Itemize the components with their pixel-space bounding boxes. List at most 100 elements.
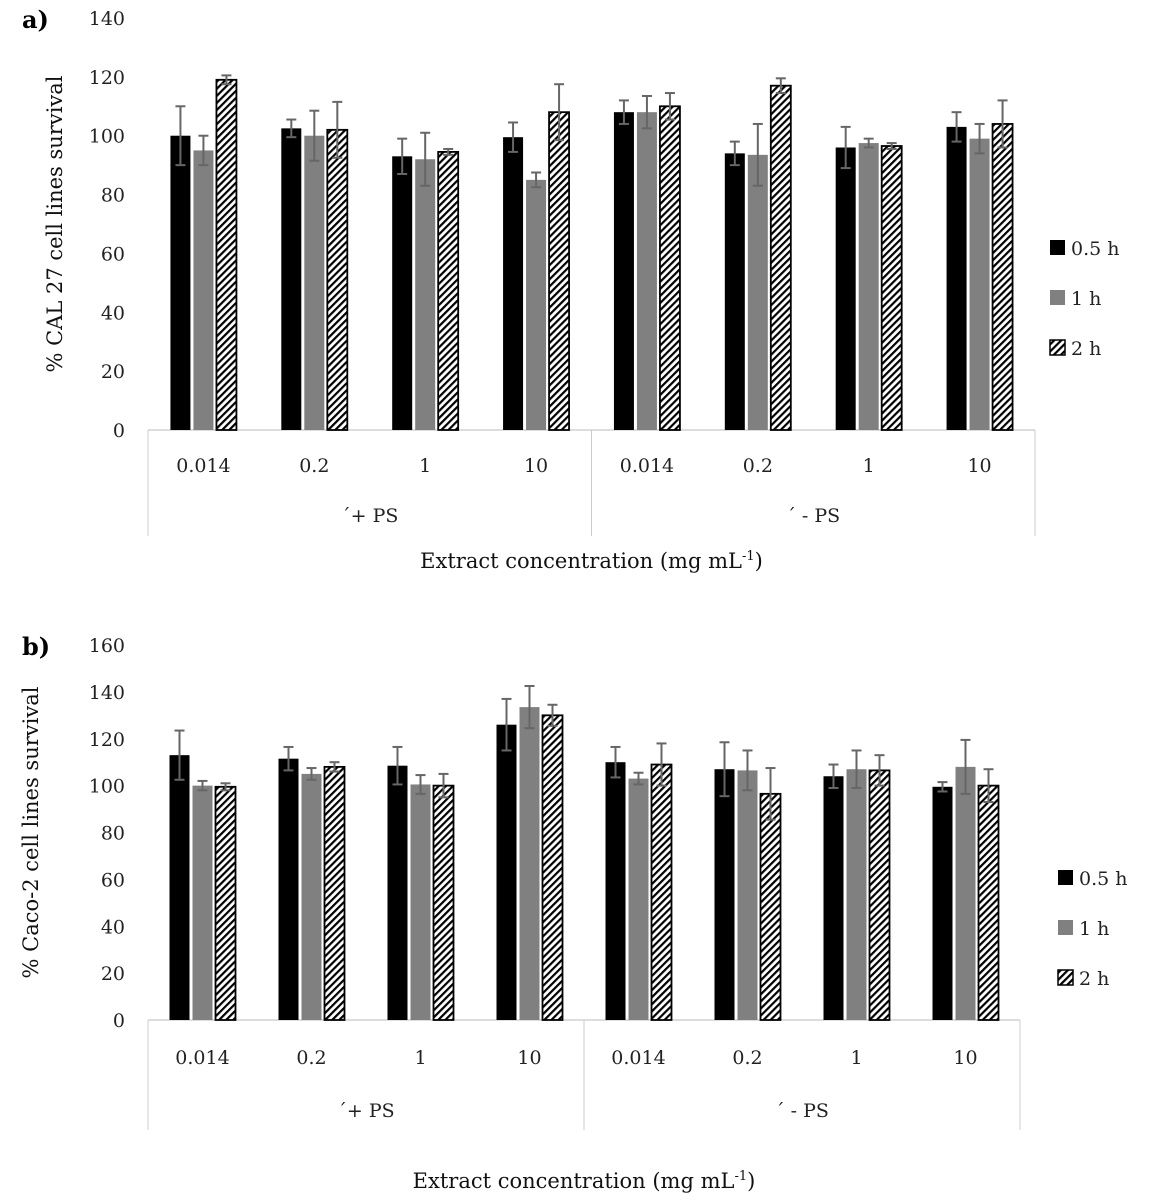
bar-1h-0 [192, 785, 213, 1020]
bar-05h-2 [392, 156, 413, 431]
legend-swatch [1058, 920, 1073, 935]
chart-panel-b: b) 0 20 40 60 80 100 120 140 160 % Caco-2 cell lin… [19, 632, 1128, 1193]
y-tick-label: 40 [101, 916, 125, 938]
y-axis-label: % Caco-2 cell lines survival [19, 686, 43, 978]
bar-1h-4 [636, 112, 657, 431]
y-tick-label: 40 [101, 302, 125, 324]
bar-2h-1 [323, 765, 346, 1021]
bar-2h-2 [432, 784, 455, 1021]
x-tick-label: 0.2 [296, 1047, 326, 1069]
group-label: ´ - PS [786, 505, 840, 527]
y-tick-label: 20 [101, 963, 125, 985]
x-axis-label-text: Extract concentration (mg mL [413, 1169, 735, 1193]
bar-05h-3 [496, 724, 517, 1020]
chart-panel-a: a) 0 20 40 60 80 100 120 140 % CAL 27 cell lines … [22, 5, 1120, 573]
legend-label: 2 h [1079, 968, 1109, 990]
x-axis-label-superscript: -1 [742, 549, 755, 564]
y-tick-label: 160 [89, 635, 125, 657]
x-axis-label-superscript: -1 [734, 1169, 747, 1184]
x-axis-label-end: ) [755, 549, 763, 573]
bar-05h-5 [724, 153, 745, 430]
bar-2h-7 [977, 784, 1000, 1021]
bar-2h-4 [659, 105, 681, 431]
y-tick-label: 120 [89, 729, 125, 751]
x-tick-label: 10 [953, 1047, 977, 1069]
x-axis-label: Extract concentration (mg mL-1) [420, 549, 763, 573]
y-tick-label: 100 [89, 776, 125, 798]
y-tick-label: 80 [101, 185, 125, 207]
y-tick-label: 140 [89, 682, 125, 704]
bar-05h-2 [387, 765, 408, 1020]
bar-1h-2 [410, 784, 431, 1020]
legend-label: 1 h [1079, 918, 1109, 940]
y-tick-label: 0 [113, 1010, 125, 1032]
bar-1h-6 [858, 143, 879, 431]
y-tick-label: 60 [101, 869, 125, 891]
group-label: ´+ PS [337, 1100, 394, 1122]
bar-1h-5 [737, 770, 758, 1020]
legend-swatch [1050, 240, 1065, 255]
legend-label: 2 h [1071, 338, 1101, 360]
x-tick-label: 10 [524, 455, 548, 477]
y-tick-label: 100 [89, 126, 125, 148]
bar-1h-6 [846, 769, 867, 1020]
x-axis-label-end: ) [747, 1169, 755, 1193]
bar-2h-0 [215, 78, 238, 431]
bar-1h-2 [415, 159, 436, 430]
y-tick-label: 0 [113, 420, 125, 442]
x-axis-label-text: Extract concentration (mg mL [420, 549, 742, 573]
bar-05h-6 [823, 776, 844, 1020]
bar-05h-0 [170, 135, 191, 430]
panel-label: a) [22, 5, 49, 34]
bar-05h-7 [932, 786, 953, 1020]
legend-swatch [1049, 339, 1066, 356]
bar-2h-3 [541, 714, 564, 1021]
bar-05h-6 [835, 147, 856, 430]
bar-1h-1 [304, 135, 325, 430]
bar-1h-3 [526, 179, 547, 430]
x-tick-label: 0.014 [611, 1047, 665, 1069]
x-tick-label: 1 [863, 455, 875, 477]
bar-1h-4 [628, 778, 649, 1020]
y-tick-label: 80 [101, 823, 125, 845]
bar-05h-5 [714, 769, 735, 1020]
x-tick-label: 1 [414, 1047, 426, 1069]
x-tick-label: 0.014 [175, 1047, 229, 1069]
x-tick-label: 10 [967, 455, 991, 477]
bar-1h-7 [969, 138, 990, 430]
x-axis-label: Extract concentration (mg mL-1) [413, 1169, 756, 1193]
x-tick-label: 10 [517, 1047, 541, 1069]
legend-swatch [1050, 290, 1065, 305]
bar-1h-5 [747, 154, 768, 431]
bar-05h-1 [281, 128, 302, 430]
bar-05h-3 [503, 137, 524, 430]
bar-2h-4 [650, 763, 673, 1021]
x-tick-label: 0.2 [732, 1047, 762, 1069]
bar-1h-1 [301, 773, 322, 1020]
group-label: ´ - PS [775, 1100, 829, 1122]
x-tick-label: 0.014 [176, 455, 230, 477]
bar-05h-1 [278, 758, 299, 1020]
x-tick-label: 0.2 [743, 455, 773, 477]
x-tick-label: 1 [850, 1047, 862, 1069]
bar-2h-5 [759, 792, 782, 1021]
bar-1h-0 [193, 150, 214, 430]
x-tick-label: 1 [419, 455, 431, 477]
bar-2h-0 [214, 785, 237, 1021]
bar-2h-6 [880, 145, 903, 431]
bar-2h-5 [769, 84, 792, 431]
y-tick-label: 140 [89, 8, 125, 30]
y-tick-label: 120 [89, 67, 125, 89]
legend-label: 0.5 h [1079, 868, 1128, 890]
legend-label: 1 h [1071, 288, 1101, 310]
x-tick-label: 0.014 [620, 455, 674, 477]
legend-label: 0.5 h [1071, 238, 1120, 260]
panel-label: b) [22, 632, 50, 661]
legend-swatch [1057, 969, 1074, 986]
bar-05h-4 [613, 112, 634, 431]
y-tick-label: 20 [101, 361, 125, 383]
bar-2h-3 [548, 111, 570, 431]
bar-2h-1 [326, 128, 349, 431]
bar-1h-7 [955, 766, 976, 1020]
